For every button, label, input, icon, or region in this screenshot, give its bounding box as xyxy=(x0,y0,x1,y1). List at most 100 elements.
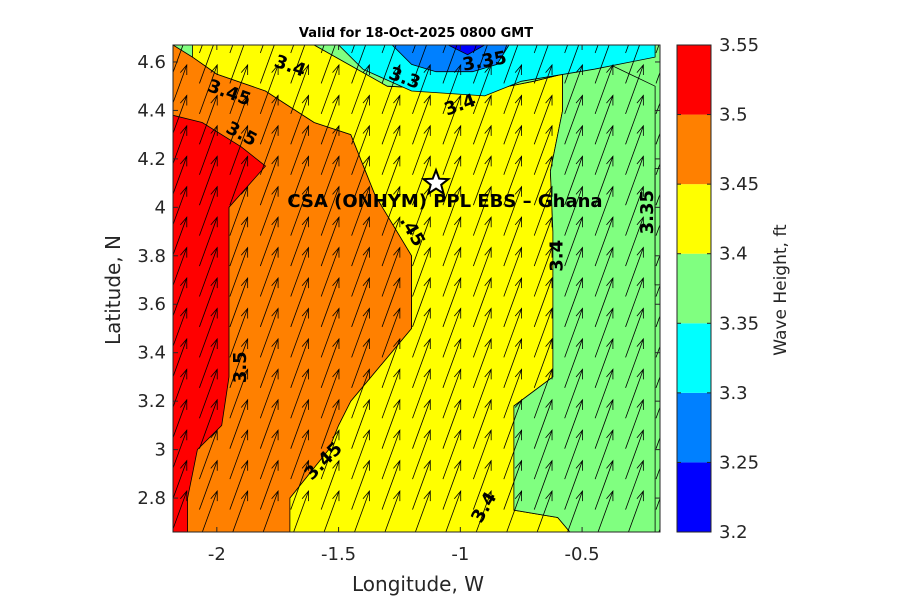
wave-arrow xyxy=(259,459,279,510)
wave-arrow xyxy=(199,216,218,267)
wave-arrow xyxy=(259,337,279,388)
wave-arrow xyxy=(503,45,519,84)
wave-arrow xyxy=(564,185,583,236)
wave-arrow xyxy=(442,124,462,175)
wave-arrow xyxy=(320,429,340,480)
wave-arrow xyxy=(564,45,580,84)
site-label: CSA (ONHYM) PPL EBS – Ghana xyxy=(287,191,602,212)
wave-arrow xyxy=(259,94,279,145)
wave-arrow xyxy=(533,368,553,419)
wave-arrow xyxy=(503,307,523,358)
wave-arrow xyxy=(351,429,370,480)
wave-arrow xyxy=(199,185,218,236)
wave-arrow xyxy=(625,337,644,388)
wave-arrow xyxy=(472,368,492,419)
wave-arrow xyxy=(381,63,401,115)
wave-arrow xyxy=(655,436,660,449)
wave-arrow xyxy=(533,307,553,358)
wave-arrow xyxy=(229,429,249,480)
wave-arrow xyxy=(472,276,492,328)
wave-arrow xyxy=(412,276,431,328)
wave-arrow xyxy=(594,398,614,449)
wave-arrow xyxy=(442,155,462,206)
wave-arrow xyxy=(655,375,660,388)
wave-arrow xyxy=(290,216,309,267)
wave-arrow xyxy=(564,459,583,510)
wave-arrow xyxy=(229,307,249,358)
wave-arrow xyxy=(320,124,340,175)
wave-arrow xyxy=(655,162,660,175)
y-tick-label: 4 xyxy=(155,197,166,218)
wave-arrow xyxy=(259,216,279,267)
wave-arrow xyxy=(472,45,488,84)
wave-arrow xyxy=(564,429,583,480)
wave-arrow xyxy=(351,63,370,115)
wave-arrow xyxy=(320,45,336,84)
wave-arrow xyxy=(442,216,462,267)
wave-arrow xyxy=(259,276,279,328)
wave-arrow xyxy=(381,124,401,175)
wave-arrow xyxy=(594,246,614,297)
wave-arrow xyxy=(199,459,218,510)
wave-arrow xyxy=(594,337,614,388)
wave-arrow xyxy=(625,94,644,145)
wave-arrow xyxy=(412,45,427,84)
wave-arrow xyxy=(412,459,431,510)
site-marker: CSA (ONHYM) PPL EBS – Ghana xyxy=(287,167,603,212)
wave-arrow xyxy=(199,368,218,419)
y-tick-label: 3 xyxy=(155,440,166,461)
wave-arrow xyxy=(173,368,188,409)
wave-arrow xyxy=(259,429,279,480)
wave-arrow xyxy=(533,398,553,449)
wave-arrow xyxy=(472,398,492,449)
wave-arrow xyxy=(259,398,279,449)
wave-arrow xyxy=(351,307,370,358)
wave-arrow xyxy=(199,45,214,84)
wave-arrow xyxy=(229,185,249,236)
wave-arrow xyxy=(199,429,218,480)
wave-arrow xyxy=(173,307,188,348)
wave-arrow xyxy=(290,398,309,449)
wave-arrow xyxy=(229,124,249,175)
wave-arrow xyxy=(472,459,492,510)
wave-arrow xyxy=(472,185,492,236)
wave-arrow xyxy=(199,124,218,175)
wave-arrow xyxy=(533,94,553,145)
wave-arrow xyxy=(533,429,553,480)
wave-arrow xyxy=(625,398,644,449)
axes-frame xyxy=(172,44,661,533)
wave-arrow xyxy=(290,368,309,419)
y-tick-label: 3.4 xyxy=(137,343,166,364)
wave-arrow xyxy=(229,216,249,267)
wave-arrow xyxy=(412,398,431,449)
wave-arrow xyxy=(564,368,583,419)
colorbar-tick-label: 3.45 xyxy=(719,174,759,195)
wave-arrow xyxy=(442,63,462,115)
wave-arrow xyxy=(229,246,249,297)
wave-arrow xyxy=(533,155,553,206)
wave-arrow xyxy=(412,307,431,358)
colorbar-tick-label: 3.2 xyxy=(719,522,748,543)
wave-arrow xyxy=(442,246,462,297)
wave-arrow xyxy=(173,276,188,318)
wave-arrow xyxy=(381,246,401,297)
wave-arrow xyxy=(351,185,370,236)
colorbar-segment xyxy=(677,114,711,185)
wave-arrow xyxy=(442,307,462,358)
y-tick-label: 4.2 xyxy=(137,149,166,170)
wave-arrow xyxy=(381,429,401,480)
wave-arrow xyxy=(199,155,218,206)
wave-arrow xyxy=(503,459,523,510)
wave-arrow xyxy=(381,185,401,236)
wave-arrow xyxy=(229,368,249,419)
colorbar: 3.2 3.25 3.3 3.35 3.4 3.45 3.5 3.55 xyxy=(676,35,759,543)
wave-arrow xyxy=(564,216,583,267)
colorbar-frame xyxy=(676,44,712,533)
wave-arrow xyxy=(442,337,462,388)
wave-arrow xyxy=(442,185,462,236)
wave-arrow xyxy=(199,246,218,297)
wave-arrow xyxy=(442,398,462,449)
wave-arrow xyxy=(564,337,583,388)
y-tick-label: 4.4 xyxy=(137,100,166,121)
wave-arrow xyxy=(320,94,340,145)
